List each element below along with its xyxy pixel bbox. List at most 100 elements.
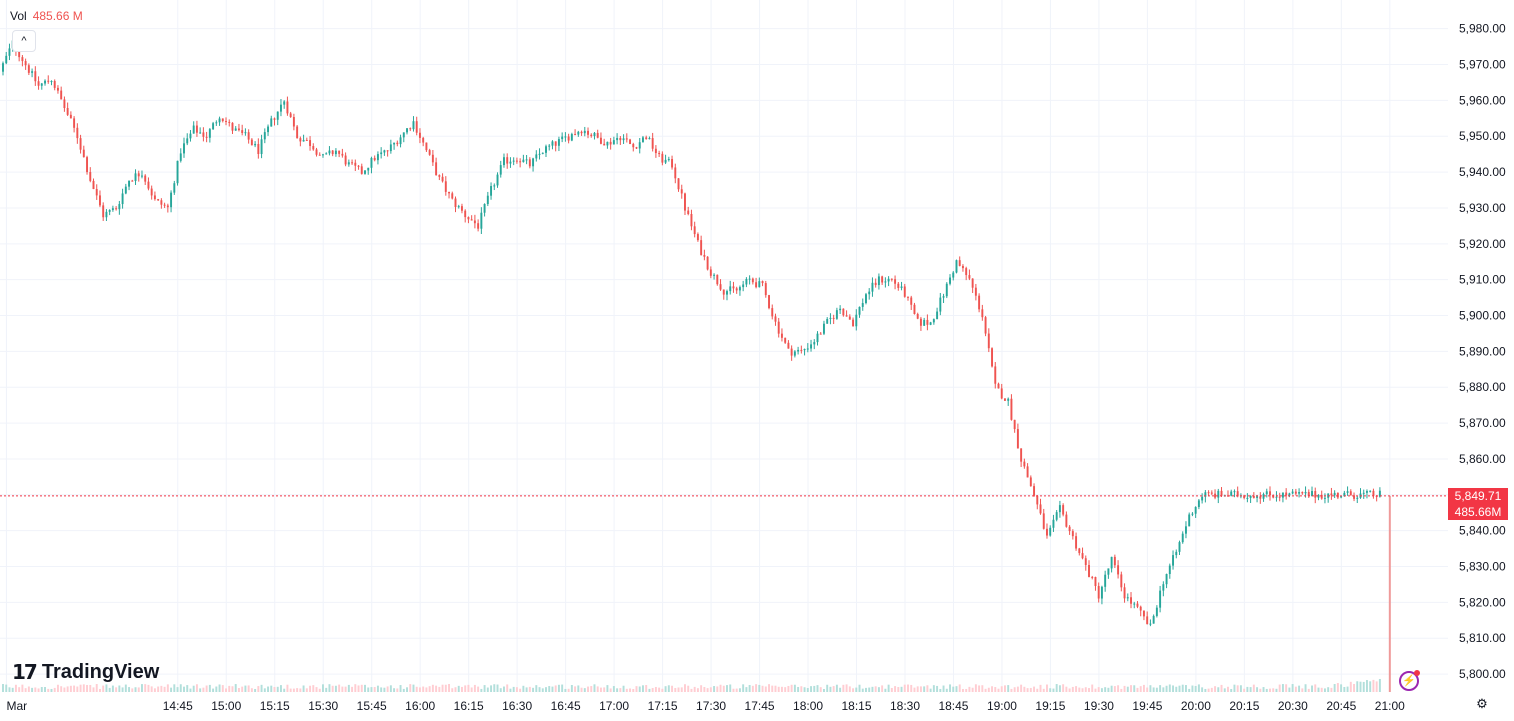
lightning-icon[interactable]: ⚡ bbox=[1399, 670, 1420, 691]
candle-body bbox=[887, 278, 890, 282]
candle-body bbox=[612, 140, 615, 145]
candle-body bbox=[1088, 565, 1090, 577]
volume-bar bbox=[525, 687, 528, 692]
volume-bar bbox=[406, 687, 408, 692]
volume-bar bbox=[923, 686, 926, 692]
candle-body bbox=[1194, 507, 1197, 514]
candle-body bbox=[1152, 615, 1155, 624]
volume-bar bbox=[522, 685, 525, 692]
volume-bar bbox=[609, 688, 612, 692]
candle-body bbox=[183, 143, 185, 154]
volume-bar bbox=[916, 686, 919, 692]
candle-body bbox=[128, 180, 131, 187]
time-tick-label: 19:15 bbox=[1035, 699, 1065, 713]
volume-bar bbox=[205, 685, 208, 692]
volume-bar bbox=[121, 687, 124, 692]
candle-body bbox=[486, 195, 489, 205]
volume-bar bbox=[1058, 685, 1061, 692]
volume-bar bbox=[18, 687, 21, 692]
volume-bar bbox=[267, 686, 270, 692]
volume-bar bbox=[926, 685, 929, 692]
volume-bar bbox=[684, 684, 686, 692]
volume-bar bbox=[1233, 684, 1236, 692]
candle-body bbox=[115, 208, 118, 210]
volume-bar bbox=[1281, 684, 1284, 692]
candle-body bbox=[674, 167, 677, 179]
volume-bar bbox=[1346, 686, 1349, 692]
volume-bar bbox=[208, 684, 211, 692]
volume-bar bbox=[386, 686, 389, 692]
time-tick-label: 18:45 bbox=[938, 699, 968, 713]
volume-bar bbox=[726, 685, 728, 692]
candle-body bbox=[603, 143, 606, 146]
volume-bar bbox=[344, 686, 347, 692]
candle-body bbox=[389, 144, 392, 152]
volume-bar bbox=[1091, 684, 1094, 692]
candle-body bbox=[267, 126, 270, 133]
volume-bar bbox=[141, 684, 143, 692]
candle-body bbox=[703, 254, 706, 257]
volume-bar bbox=[328, 684, 331, 692]
candle-body bbox=[528, 159, 531, 167]
volume-bar bbox=[865, 687, 867, 692]
candlestick-series bbox=[2, 35, 1381, 627]
candle-body bbox=[994, 366, 997, 384]
candle-body bbox=[632, 144, 635, 148]
candle-body bbox=[37, 81, 40, 86]
price-tick-label: 5,920.00 bbox=[1459, 237, 1506, 251]
volume-bar bbox=[1343, 686, 1346, 692]
candle-body bbox=[958, 260, 961, 266]
candle-body bbox=[1175, 551, 1178, 556]
candle-body bbox=[493, 185, 496, 187]
candle-body bbox=[82, 149, 85, 158]
volume-bar bbox=[1291, 684, 1294, 692]
candle-body bbox=[422, 137, 425, 143]
candle-body bbox=[1033, 486, 1036, 496]
volume-bar bbox=[774, 685, 777, 692]
chevron-up-icon[interactable]: ^ bbox=[12, 30, 36, 52]
volume-bar bbox=[742, 684, 745, 692]
gear-icon[interactable]: ⚙ bbox=[1476, 696, 1488, 711]
candle-body bbox=[254, 143, 257, 146]
candle-body bbox=[212, 123, 215, 130]
volume-bar bbox=[958, 684, 961, 692]
candle-body bbox=[460, 206, 463, 211]
candle-body bbox=[826, 318, 829, 324]
volume-bar bbox=[108, 687, 111, 692]
volume-bar bbox=[1042, 688, 1045, 692]
candle-body bbox=[848, 316, 851, 320]
volume-bar bbox=[244, 685, 247, 692]
time-tick-label: 15:00 bbox=[211, 699, 241, 713]
volume-bar bbox=[1188, 688, 1191, 692]
candle-body bbox=[619, 137, 622, 141]
candle-body bbox=[1049, 527, 1052, 536]
volume-bar bbox=[273, 686, 276, 692]
candle-body bbox=[587, 130, 589, 135]
candle-body bbox=[60, 90, 63, 100]
candle-body bbox=[1184, 526, 1187, 534]
volume-bar bbox=[376, 685, 379, 692]
candle-body bbox=[286, 101, 289, 114]
candle-body bbox=[1000, 388, 1003, 399]
volume-bar bbox=[431, 684, 434, 692]
candle-body bbox=[1281, 492, 1284, 498]
candle-body bbox=[1317, 494, 1320, 498]
volume-bar bbox=[270, 685, 273, 692]
candle-body bbox=[1294, 491, 1297, 494]
volume-bar bbox=[1094, 688, 1097, 692]
volume-bar bbox=[677, 687, 680, 692]
volume-legend[interactable]: Vol 485.66 M bbox=[10, 9, 83, 23]
candle-body bbox=[570, 134, 573, 141]
volume-bar bbox=[289, 688, 292, 692]
candle-body bbox=[877, 276, 880, 286]
volume-bar bbox=[34, 687, 37, 692]
tradingview-logo[interactable]: 17 TradingView bbox=[12, 660, 159, 684]
candle-body bbox=[1007, 398, 1010, 401]
volume-bar bbox=[186, 685, 189, 692]
candle-body bbox=[716, 274, 719, 285]
volume-bar bbox=[115, 687, 118, 692]
volume-bar bbox=[231, 686, 234, 692]
volume-bar bbox=[1249, 687, 1252, 692]
candle-body bbox=[192, 125, 195, 134]
